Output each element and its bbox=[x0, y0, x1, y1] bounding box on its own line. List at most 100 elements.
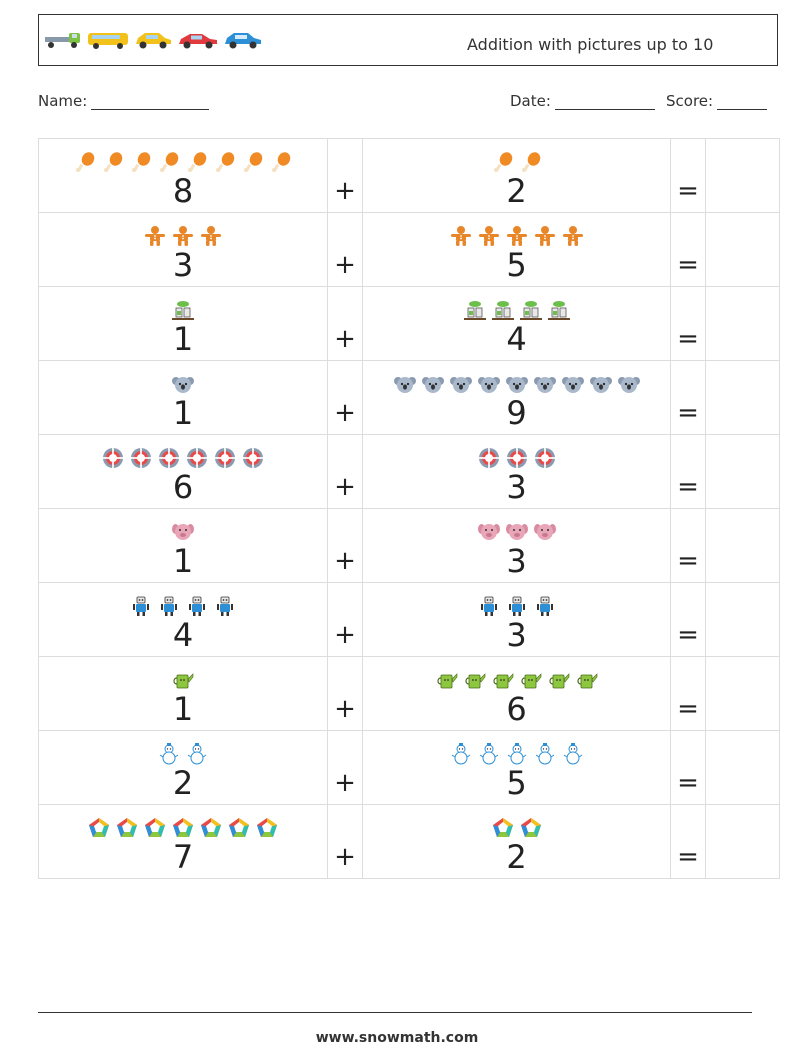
left-addend: 1 bbox=[172, 542, 194, 580]
right-addend: 9 bbox=[506, 394, 527, 432]
right-addend-cell: 6 bbox=[362, 656, 671, 731]
yellow-car-icon bbox=[136, 33, 171, 49]
snowman-icon bbox=[478, 743, 500, 765]
answer-cell[interactable] bbox=[705, 804, 780, 879]
chicken-leg-icon bbox=[270, 151, 292, 173]
problem-row: 1 +6 = bbox=[38, 656, 780, 731]
left-icon-group bbox=[39, 297, 327, 323]
plus-cell: + bbox=[327, 212, 363, 287]
equals-cell: = bbox=[670, 508, 706, 583]
answer-cell[interactable] bbox=[705, 286, 780, 361]
right-addend: 3 bbox=[506, 616, 527, 654]
problem-row: 4 +3 = bbox=[38, 582, 780, 657]
equals-cell: = bbox=[670, 730, 706, 805]
plus-cell: + bbox=[327, 730, 363, 805]
date-field[interactable]: Date: bbox=[510, 92, 655, 110]
equals-cell: = bbox=[670, 804, 706, 879]
left-addend: 6 bbox=[172, 468, 194, 506]
worksheet-title: Addition with pictures up to 10 bbox=[467, 35, 714, 54]
koala-icon bbox=[533, 373, 556, 395]
koala-icon bbox=[589, 373, 612, 395]
answer-cell[interactable] bbox=[705, 360, 780, 435]
van-icon bbox=[88, 33, 128, 49]
gingerbread-man-icon bbox=[478, 225, 500, 247]
right-addend: 2 bbox=[506, 838, 527, 876]
lifebuoy-icon bbox=[130, 447, 152, 469]
lifebuoy-icon bbox=[242, 447, 264, 469]
gingerbread-man-icon bbox=[506, 225, 528, 247]
lifebuoy-icon bbox=[534, 447, 556, 469]
pig-face-icon bbox=[172, 521, 194, 543]
equals-cell: = bbox=[670, 138, 706, 213]
pentagon-icon bbox=[256, 817, 278, 839]
equals-sign: = bbox=[677, 620, 699, 650]
answer-cell[interactable] bbox=[705, 582, 780, 657]
plant-pots-icon bbox=[172, 299, 194, 321]
koala-icon bbox=[561, 373, 584, 395]
plant-pots-icon bbox=[547, 299, 570, 321]
equals-sign: = bbox=[677, 546, 699, 576]
equals-sign: = bbox=[677, 768, 699, 798]
plus-cell: + bbox=[327, 360, 363, 435]
plant-pots-icon bbox=[519, 299, 542, 321]
right-addend-cell: 3 bbox=[362, 582, 671, 657]
right-icon-group bbox=[363, 149, 670, 175]
answer-cell[interactable] bbox=[705, 656, 780, 731]
robot-icon bbox=[506, 595, 528, 617]
pentagon-icon bbox=[116, 817, 138, 839]
koala-icon bbox=[505, 373, 528, 395]
answer-cell[interactable] bbox=[705, 508, 780, 583]
gingerbread-man-icon bbox=[172, 225, 194, 247]
plus-cell: + bbox=[327, 508, 363, 583]
score-blank[interactable] bbox=[717, 93, 768, 110]
plant-pots-icon bbox=[463, 299, 486, 321]
right-addend-cell: 5 bbox=[362, 730, 671, 805]
pig-face-icon bbox=[505, 521, 528, 543]
plus-cell: + bbox=[327, 286, 363, 361]
problem-row: 2 +5 = bbox=[38, 730, 780, 805]
equals-sign: = bbox=[677, 398, 699, 428]
date-blank[interactable] bbox=[554, 93, 655, 110]
right-icon-group bbox=[363, 371, 670, 397]
equals-sign: = bbox=[677, 694, 699, 724]
left-addend-cell: 1 bbox=[38, 508, 328, 583]
name-field[interactable]: Name: bbox=[38, 92, 210, 110]
left-addend: 1 bbox=[172, 690, 194, 728]
equals-cell: = bbox=[670, 656, 706, 731]
pentagon-icon bbox=[228, 817, 250, 839]
right-addend-cell: 2 bbox=[362, 804, 671, 879]
problem-row: 3 +5 = bbox=[38, 212, 780, 287]
right-addend: 3 bbox=[506, 542, 527, 580]
snowman-icon bbox=[562, 743, 584, 765]
gingerbread-man-icon bbox=[144, 225, 166, 247]
left-icon-group bbox=[39, 593, 327, 619]
left-addend-cell: 7 bbox=[38, 804, 328, 879]
answer-cell[interactable] bbox=[705, 212, 780, 287]
left-addend-cell: 4 bbox=[38, 582, 328, 657]
name-blank[interactable] bbox=[91, 93, 210, 110]
lifebuoy-icon bbox=[102, 447, 124, 469]
problem-row: 1 +3 = bbox=[38, 508, 780, 583]
blue-car-icon bbox=[225, 33, 261, 49]
lifebuoy-icon bbox=[478, 447, 500, 469]
footer-divider bbox=[38, 1012, 752, 1013]
answer-cell[interactable] bbox=[705, 730, 780, 805]
plus-sign: + bbox=[334, 768, 356, 798]
left-addend: 1 bbox=[172, 320, 194, 358]
right-addend: 3 bbox=[506, 468, 527, 506]
robot-icon bbox=[478, 595, 500, 617]
chicken-leg-icon bbox=[102, 151, 124, 173]
watering-can-icon bbox=[436, 669, 458, 691]
snowman-icon bbox=[506, 743, 528, 765]
equals-cell: = bbox=[670, 434, 706, 509]
watering-can-icon bbox=[464, 669, 486, 691]
plant-pots-icon bbox=[491, 299, 514, 321]
cars-strip bbox=[43, 29, 263, 51]
answer-cell[interactable] bbox=[705, 138, 780, 213]
score-field[interactable]: Score: bbox=[666, 92, 768, 110]
watering-can-icon bbox=[548, 669, 570, 691]
answer-cell[interactable] bbox=[705, 434, 780, 509]
robot-icon bbox=[158, 595, 180, 617]
pig-face-icon bbox=[533, 521, 556, 543]
chicken-leg-icon bbox=[158, 151, 180, 173]
